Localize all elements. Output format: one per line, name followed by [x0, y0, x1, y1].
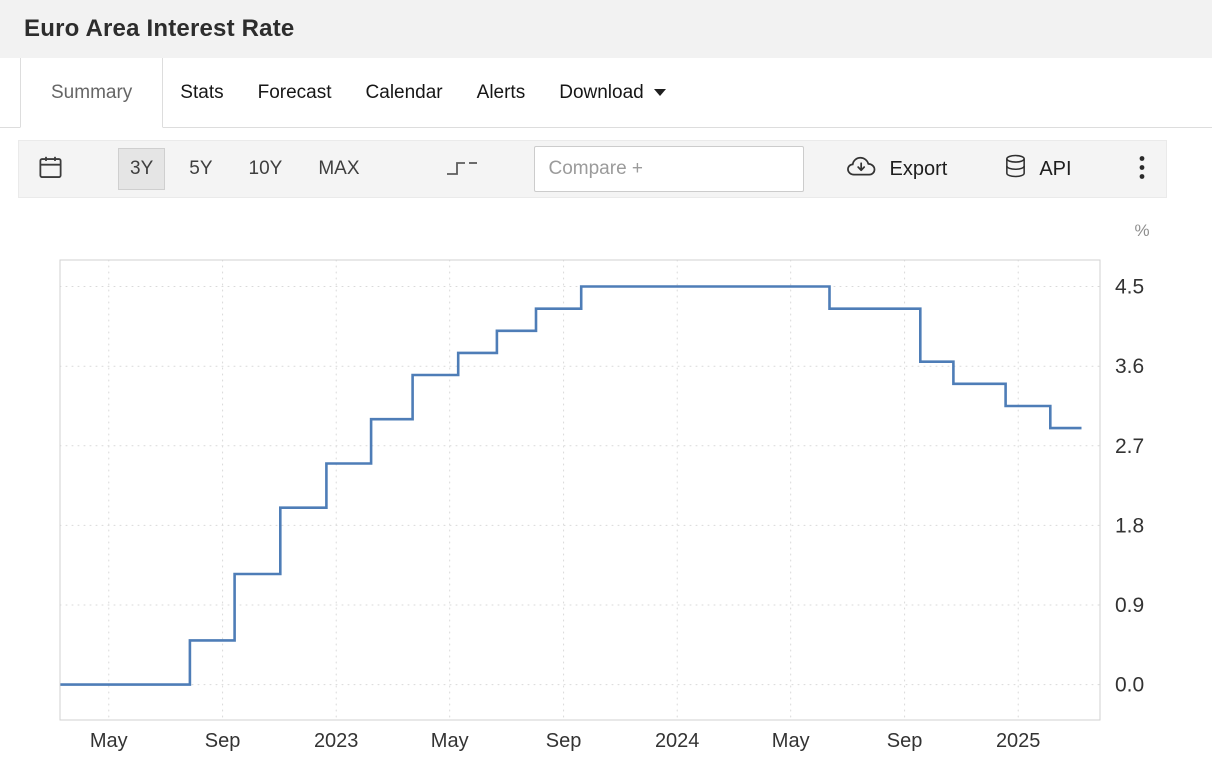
tab-bar: Summary Stats Forecast Calendar Alerts D… [0, 58, 1212, 128]
compare-input[interactable] [533, 146, 804, 192]
calendar-icon [37, 154, 64, 184]
tab-calendar[interactable]: Calendar [349, 58, 460, 127]
y-tick-label: 0.0 [1115, 674, 1144, 697]
x-tick-label: 2025 [996, 730, 1041, 752]
x-tick-label: Sep [887, 730, 923, 752]
range-button-3y[interactable]: 3Y [118, 148, 166, 190]
y-tick-label: 3.6 [1115, 355, 1144, 378]
calendar-button[interactable] [35, 152, 66, 186]
y-tick-label: 2.7 [1115, 435, 1144, 458]
range-button-10y[interactable]: 10Y [237, 148, 295, 190]
tab-label: Alerts [476, 81, 526, 103]
plot-border [59, 259, 1101, 721]
tab-label: Stats [180, 81, 224, 103]
interest-rate-chart[interactable]: 4.5 3.6 2.7 1.8 0.9 0.0 May Sep 2023 May Sep 2024 Ma… [0, 198, 1212, 771]
database-icon [1003, 153, 1028, 186]
x-tick-label: May [772, 730, 810, 752]
chart-area: 4.5 3.6 2.7 1.8 0.9 0.0 May Sep 2023 May Sep 2024 Ma… [0, 198, 1212, 771]
tab-summary[interactable]: Summary [20, 58, 164, 128]
tab-forecast[interactable]: Forecast [241, 58, 349, 127]
rate-step-line [60, 285, 1082, 686]
x-tick-label: 2024 [655, 730, 700, 752]
step-line-icon [444, 157, 480, 182]
kebab-menu-button[interactable] [1138, 154, 1146, 184]
x-tick-label: 2023 [314, 730, 359, 752]
tab-label: Summary [51, 81, 133, 103]
kebab-menu-icon [1138, 154, 1146, 184]
range-button-5y[interactable]: 5Y [177, 148, 224, 190]
tab-label: Download [559, 81, 644, 103]
page-title: Euro Area Interest Rate [24, 15, 295, 42]
x-tick-label: May [90, 730, 128, 752]
range-button-max[interactable]: MAX [306, 148, 371, 190]
export-label: Export [889, 157, 948, 180]
page-header: Euro Area Interest Rate [0, 0, 1212, 58]
x-tick-label: Sep [546, 730, 582, 752]
export-button[interactable]: Export [844, 153, 948, 185]
x-tick-label: May [431, 730, 469, 752]
range-button-group: 3Y 5Y 10Y MAX [118, 148, 372, 190]
chart-widget: 3Y 5Y 10Y MAX [0, 140, 1212, 771]
tab-stats[interactable]: Stats [163, 58, 240, 127]
x-tick-label: Sep [205, 730, 241, 752]
tab-label: Calendar [365, 81, 443, 103]
y-tick-label: 1.8 [1115, 514, 1144, 537]
unit-label: % [1134, 221, 1149, 240]
tab-label: Forecast [257, 81, 332, 103]
chevron-down-icon [653, 89, 666, 96]
api-label: API [1039, 157, 1072, 180]
y-tick-label: 4.5 [1115, 276, 1144, 299]
chart-type-button[interactable] [442, 155, 482, 184]
tab-download[interactable]: Download [542, 58, 683, 127]
y-tick-label: 0.9 [1115, 594, 1144, 617]
api-button[interactable]: API [1003, 153, 1072, 186]
tab-alerts[interactable]: Alerts [460, 58, 543, 127]
chart-toolbar: 3Y 5Y 10Y MAX [18, 140, 1167, 198]
cloud-download-icon [844, 153, 879, 185]
